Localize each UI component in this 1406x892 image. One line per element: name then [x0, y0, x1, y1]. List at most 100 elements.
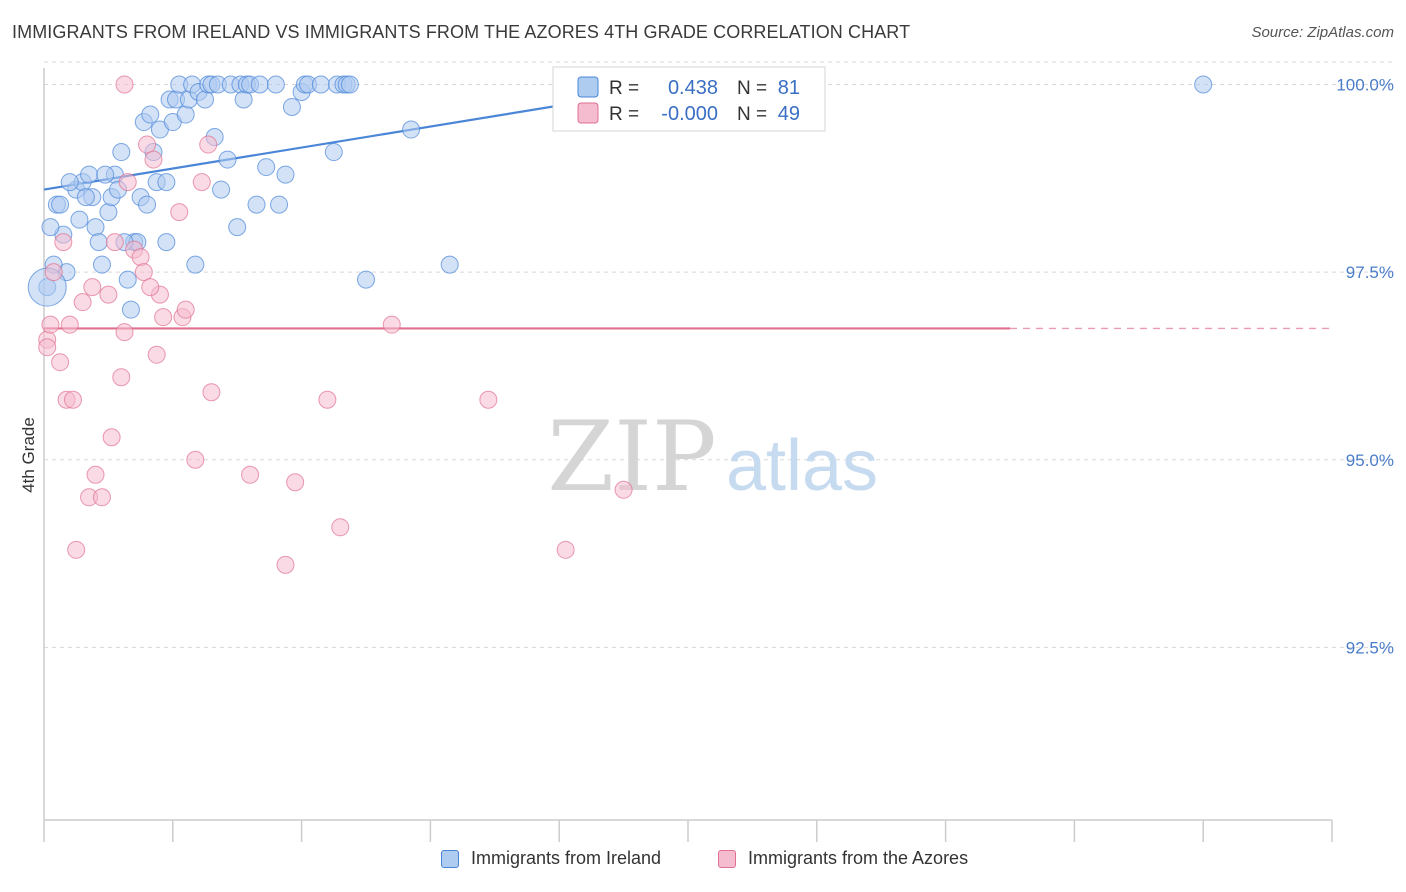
data-point-pink [54, 233, 73, 252]
data-point-pink [86, 465, 105, 484]
data-point-blue [92, 255, 111, 274]
data-point-pink [102, 428, 121, 447]
data-point-blue [266, 75, 285, 94]
data-point-pink [241, 465, 260, 484]
watermark: ZIP atlas [547, 401, 878, 513]
data-point-pink [51, 353, 70, 372]
data-point-pink [134, 263, 153, 282]
y-tick-label: 92.5% [1346, 638, 1394, 657]
legend-label-ireland: Immigrants from Ireland [471, 848, 662, 868]
data-point-blue [247, 195, 266, 214]
data-point-pink [92, 488, 111, 507]
data-point-blue [250, 75, 269, 94]
grid-lines [44, 61, 1394, 648]
data-point-blue [89, 233, 108, 252]
data-point-pink [199, 135, 218, 154]
data-point-pink [38, 338, 57, 357]
y-tick-label: 100.0% [1336, 76, 1394, 95]
data-point-blue [80, 165, 99, 184]
data-point-pink [382, 315, 401, 334]
data-point-pink [115, 75, 134, 94]
data-point-pink [186, 450, 205, 469]
data-point-blue [99, 203, 118, 222]
data-point-pink [176, 300, 195, 319]
stats-n-label-1: N = [737, 104, 767, 125]
data-point-blue [141, 105, 160, 124]
stats-r-value-0: 0.438 [668, 77, 718, 99]
data-point-pink [73, 293, 92, 312]
data-point-pink [318, 390, 337, 409]
data-point-blue [86, 218, 105, 237]
data-point-pink [276, 555, 295, 574]
legend-swatch-ireland [441, 849, 459, 868]
data-point-blue [212, 180, 231, 199]
data-point-blue [276, 165, 295, 184]
data-point-pink [154, 308, 173, 327]
data-point-blue [340, 75, 359, 94]
data-point-blue [357, 270, 375, 289]
data-point-pink [105, 233, 124, 252]
data-point-blue [60, 173, 79, 192]
data-point-pink [44, 263, 63, 282]
watermark-atlas: atlas [726, 426, 878, 506]
data-point-blue [440, 255, 459, 274]
stats-swatch-pink [577, 102, 599, 124]
data-point-pink [556, 540, 575, 559]
legend-item-ireland[interactable]: Immigrants from Ireland [441, 848, 661, 869]
legend-item-azores[interactable]: Immigrants from the Azores [718, 848, 968, 869]
data-point-pink [331, 518, 350, 537]
data-point-pink [286, 473, 305, 492]
data-point-pink [614, 480, 633, 499]
data-point-blue [41, 218, 60, 237]
chart-title: IMMIGRANTS FROM IRELAND VS IMMIGRANTS FR… [12, 22, 911, 42]
data-point-pink [112, 368, 131, 387]
stats-box: R = 0.438 N = 81 R = -0.000 N = 49 [552, 66, 826, 132]
data-point-blue [176, 105, 195, 124]
stats-n-label-0: N = [737, 78, 767, 99]
data-point-blue [157, 173, 176, 192]
stats-r-value-1: -0.000 [661, 103, 718, 125]
data-point-blue [234, 90, 253, 109]
data-point-pink [202, 383, 221, 402]
y-tick-label: 95.0% [1346, 451, 1394, 470]
data-point-pink [479, 390, 498, 409]
data-point-pink [63, 390, 82, 409]
data-point-pink [67, 540, 86, 559]
legend: Immigrants from Ireland Immigrants from … [0, 848, 1406, 882]
data-point-blue [402, 120, 421, 139]
data-point-pink [99, 285, 118, 304]
axes [43, 68, 1333, 842]
data-point-blue [218, 150, 237, 169]
source-label: Source: ZipAtlas.com [1251, 24, 1394, 41]
data-point-blue [51, 195, 70, 214]
data-point-pink [41, 315, 60, 334]
y-axis-label: 4th Grade [19, 417, 38, 493]
data-point-blue [282, 98, 301, 117]
data-point-blue [311, 75, 330, 94]
data-point-blue [76, 188, 95, 207]
data-points [27, 75, 1213, 574]
data-point-blue [70, 210, 89, 229]
data-point-pink [192, 173, 211, 192]
data-point-blue [96, 165, 115, 184]
data-point-pink [147, 345, 166, 364]
stats-n-value-1: 49 [778, 103, 800, 125]
data-point-blue [186, 255, 205, 274]
data-point-blue [157, 233, 176, 252]
stats-r-label-1: R = [609, 104, 639, 125]
data-point-blue [118, 270, 137, 289]
data-point-pink [83, 278, 102, 297]
stats-n-value-0: 81 [778, 77, 800, 99]
data-point-pink [141, 278, 160, 297]
data-point-blue [112, 143, 131, 162]
data-point-blue [138, 195, 157, 214]
watermark-zip: ZIP [547, 401, 716, 513]
data-point-pink [118, 173, 137, 192]
data-point-pink [170, 203, 189, 222]
stats-swatch-blue [577, 76, 599, 98]
stats-r-label-0: R = [609, 78, 639, 99]
y-tick-labels: 92.5% 95.0% 97.5% 100.0% [1336, 76, 1394, 658]
data-point-blue [324, 143, 343, 162]
data-point-blue [121, 300, 140, 319]
data-point-pink [138, 135, 157, 154]
